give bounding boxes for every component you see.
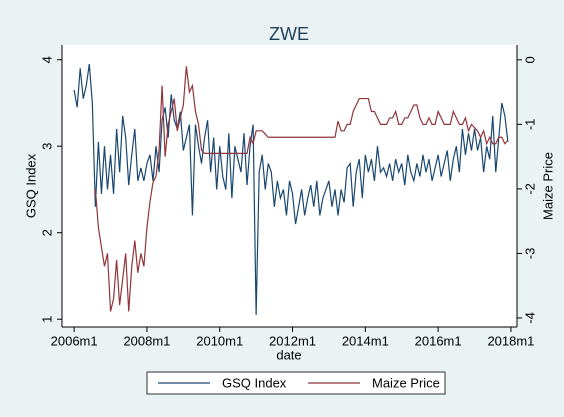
y-tick-label: 1 [39,316,54,323]
series-line [94,66,509,312]
y-tick-label: 2 [39,229,54,236]
y-tick-label: 3 [39,143,54,150]
series-line [73,63,509,315]
y2-tick-label: -2 [522,183,537,195]
x-tick-label: 2010m1 [196,333,243,348]
y2-tick-label: 0 [522,56,537,63]
x-tick-label: 2014m1 [342,333,389,348]
legend-label: Maize Price [372,375,440,390]
y-axis-title: GSQ Index [23,153,38,218]
y-tick-label: 4 [39,56,54,63]
y2-axis-title: Maize Price [540,152,555,220]
x-tick-label: 2018m1 [487,333,534,348]
x-axis-title: date [276,347,301,362]
legend [146,371,446,395]
x-tick-label: 2008m1 [123,333,170,348]
y2-tick-label: -1 [522,119,537,131]
y2-tick-label: -4 [522,312,537,324]
x-tick-label: 2006m1 [51,333,98,348]
y2-tick-label: -3 [522,248,537,260]
x-tick-label: 2012m1 [269,333,316,348]
legend-label: GSQ Index [222,375,287,390]
chart-title: ZWE [269,24,309,44]
x-tick-label: 2016m1 [415,333,462,348]
